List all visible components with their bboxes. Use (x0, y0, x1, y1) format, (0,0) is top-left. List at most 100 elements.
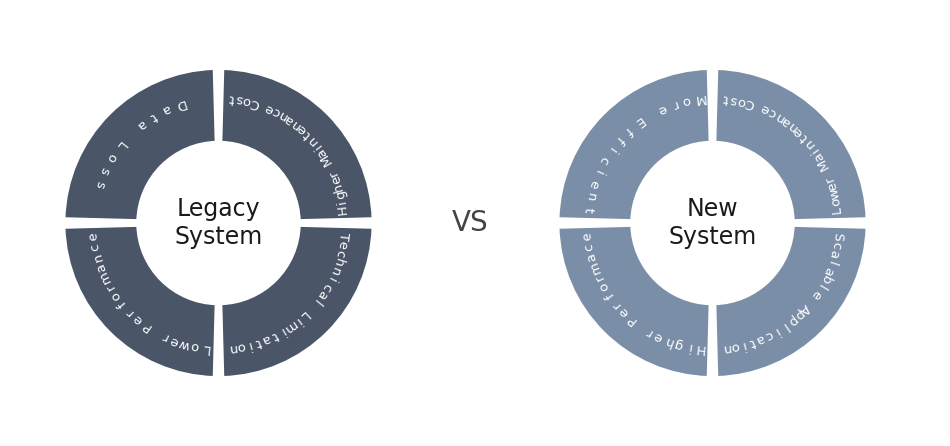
Text: a: a (811, 150, 826, 163)
Text: m: m (281, 317, 299, 335)
Text: o: o (736, 94, 747, 108)
Wedge shape (714, 225, 867, 378)
Text: n: n (288, 116, 303, 132)
Text: a: a (754, 331, 767, 347)
Text: a: a (134, 117, 148, 132)
Wedge shape (558, 225, 711, 378)
Text: c: c (270, 104, 282, 119)
Text: t: t (581, 206, 595, 213)
Text: i: i (771, 324, 781, 338)
Text: L: L (201, 341, 210, 355)
Text: c: c (332, 248, 348, 259)
Text: E: E (632, 114, 646, 129)
Wedge shape (714, 68, 867, 221)
Text: f: f (622, 124, 635, 136)
Text: i: i (292, 314, 303, 327)
Text: H: H (336, 204, 351, 215)
Text: h: h (662, 333, 674, 348)
Text: b: b (817, 273, 832, 286)
Text: e: e (652, 329, 665, 344)
Text: l: l (779, 320, 789, 332)
Text: e: e (294, 121, 309, 136)
Text: n: n (721, 341, 731, 355)
Text: i: i (335, 199, 349, 205)
Text: p: p (790, 307, 806, 322)
Text: a: a (314, 145, 330, 159)
Text: m: m (97, 268, 114, 285)
Text: T: T (336, 231, 351, 241)
Text: a: a (779, 114, 793, 129)
Wedge shape (64, 68, 217, 221)
Text: o: o (241, 94, 253, 108)
Text: e: e (825, 180, 840, 192)
Text: t: t (269, 328, 279, 342)
Text: i: i (686, 339, 692, 353)
Text: M: M (694, 91, 706, 105)
Text: h: h (330, 256, 345, 268)
Text: VS: VS (452, 209, 488, 237)
Text: i: i (808, 145, 821, 155)
Text: r: r (592, 272, 606, 282)
Text: S: S (830, 231, 845, 241)
Text: a: a (260, 331, 273, 347)
Wedge shape (558, 68, 711, 221)
Text: L: L (113, 139, 127, 153)
Text: s: s (730, 92, 738, 107)
Text: l: l (825, 259, 838, 266)
Text: f: f (116, 298, 129, 310)
Text: n: n (305, 132, 320, 148)
Text: o: o (236, 339, 246, 354)
Text: g: g (333, 189, 348, 200)
Text: t: t (301, 128, 314, 141)
Text: f: f (603, 290, 617, 301)
Text: e: e (580, 231, 595, 241)
Text: e: e (617, 304, 632, 319)
Text: P: P (624, 311, 639, 326)
Text: e: e (168, 333, 180, 348)
Text: r: r (124, 305, 137, 318)
Text: n: n (772, 109, 786, 124)
Text: c: c (582, 242, 597, 252)
Text: a: a (584, 252, 599, 263)
Text: n: n (327, 264, 342, 277)
Text: A: A (796, 301, 812, 316)
Text: s: s (97, 165, 112, 177)
Text: i: i (277, 324, 287, 338)
Text: o: o (104, 151, 119, 165)
Text: M: M (317, 151, 334, 167)
Text: r: r (160, 329, 170, 343)
Text: a: a (314, 287, 330, 301)
Text: l: l (814, 282, 826, 292)
Text: h: h (332, 181, 346, 193)
Text: l: l (310, 296, 322, 307)
Text: Legacy
System: Legacy System (175, 197, 262, 249)
Text: New
System: New System (669, 197, 756, 249)
Text: o: o (190, 339, 200, 353)
Text: p: p (784, 313, 799, 328)
Text: g: g (673, 336, 684, 351)
Text: e: e (758, 101, 771, 116)
Text: a: a (160, 101, 173, 116)
Text: w: w (826, 187, 842, 201)
Text: w: w (178, 336, 192, 351)
Text: o: o (597, 280, 612, 293)
Text: D: D (173, 96, 187, 112)
Text: t: t (722, 91, 729, 105)
Text: c: c (766, 105, 778, 120)
Text: e: e (586, 178, 600, 190)
Text: i: i (740, 338, 747, 351)
Text: r: r (669, 97, 678, 111)
Text: t: t (254, 335, 262, 349)
Text: n: n (802, 136, 817, 151)
Text: i: i (324, 274, 337, 284)
Text: L: L (830, 206, 844, 214)
Text: a: a (94, 261, 108, 273)
Text: t: t (748, 335, 756, 349)
Wedge shape (220, 68, 373, 221)
Text: c: c (597, 154, 612, 167)
Text: r: r (823, 173, 837, 183)
Text: i: i (312, 140, 324, 152)
Text: c: c (319, 281, 333, 293)
Wedge shape (64, 225, 217, 378)
Text: o: o (681, 93, 692, 107)
